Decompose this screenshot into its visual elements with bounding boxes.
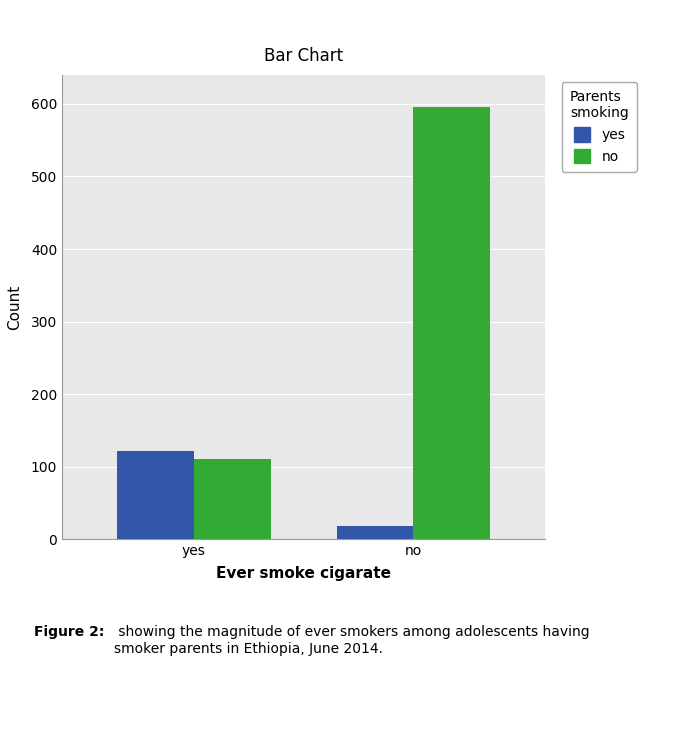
Text: showing the magnitude of ever smokers among adolescents having
smoker parents in: showing the magnitude of ever smokers am… (114, 625, 589, 655)
Text: Figure 2:: Figure 2: (34, 625, 105, 640)
Bar (117, 451, 194, 539)
Bar (194, 459, 270, 539)
Bar (337, 527, 413, 539)
Y-axis label: Count: Count (8, 285, 23, 330)
X-axis label: Ever smoke cigarate: Ever smoke cigarate (216, 566, 391, 581)
Legend: yes, no: yes, no (562, 82, 637, 172)
Bar (413, 107, 490, 539)
Title: Bar Chart: Bar Chart (264, 47, 343, 65)
